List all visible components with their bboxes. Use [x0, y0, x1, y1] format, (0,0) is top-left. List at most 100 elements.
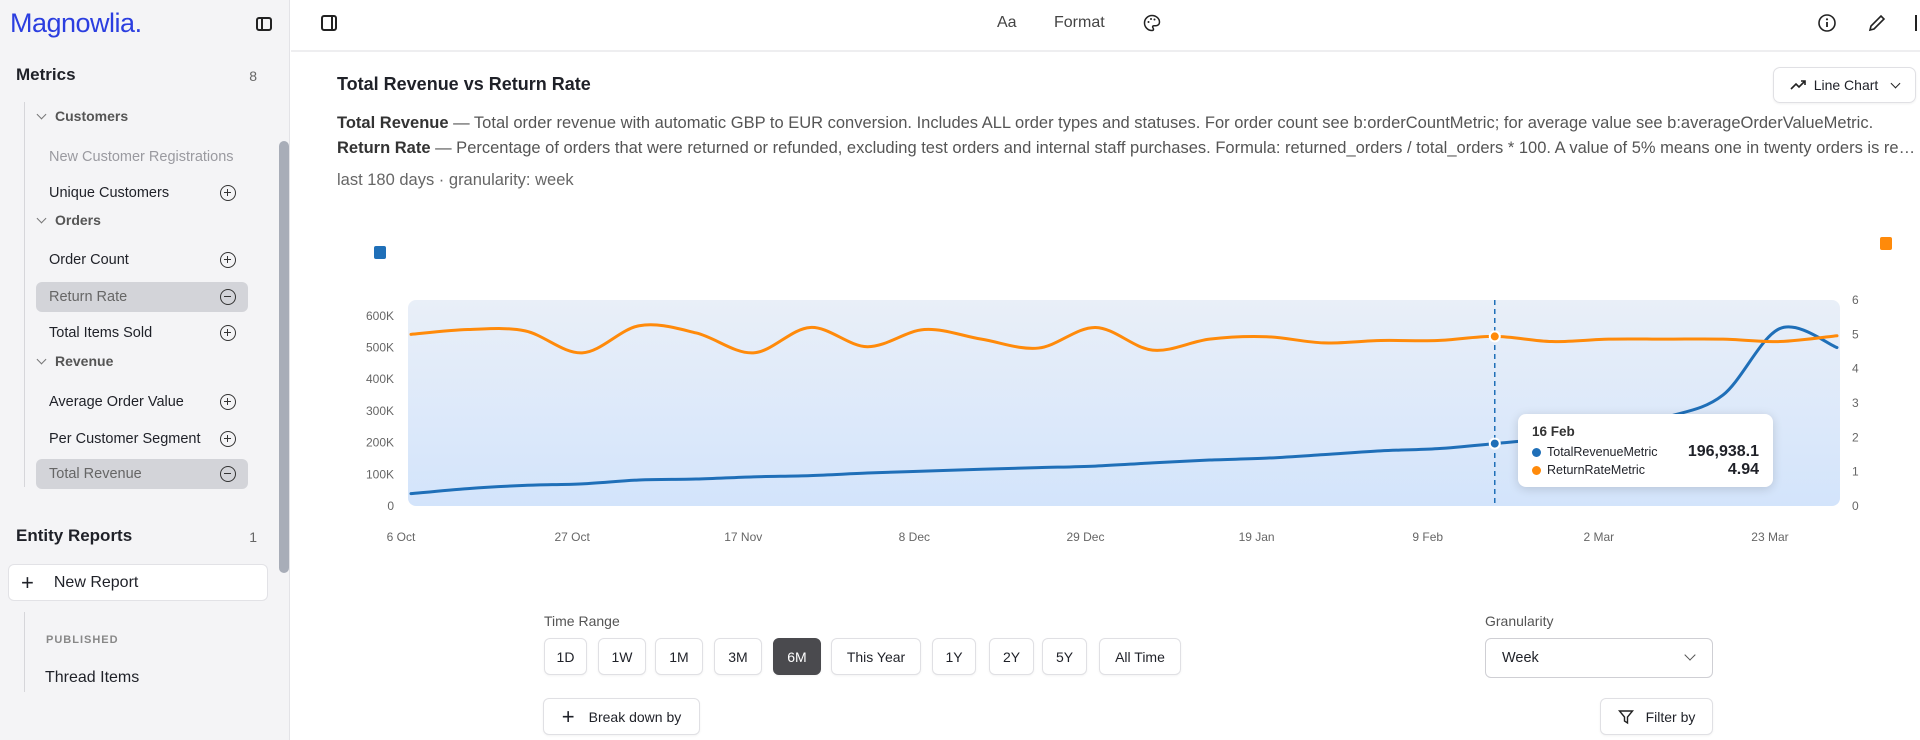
- tooltip-date: 16 Feb: [1532, 424, 1575, 439]
- add-circle-icon[interactable]: [220, 394, 236, 410]
- chart-tooltip: 16 Feb TotalRevenueMetric 196,938.1 Retur…: [1518, 414, 1773, 487]
- sidebar-item[interactable]: New Customer Registrations: [36, 142, 248, 172]
- palette-icon[interactable]: [1143, 14, 1161, 32]
- range-button-5y[interactable]: 5Y: [1042, 638, 1087, 675]
- tree-line: [24, 612, 25, 692]
- item-label: Total Items Sold: [49, 325, 153, 341]
- granularity-select[interactable]: Week: [1485, 638, 1713, 678]
- y-left-tick: 400K: [366, 372, 394, 386]
- range-button-all-time[interactable]: All Time: [1099, 638, 1181, 675]
- group-label: Customers: [55, 108, 129, 124]
- entity-reports-count: 1: [249, 529, 257, 545]
- group-revenue[interactable]: Revenue: [36, 353, 114, 369]
- new-report-label: New Report: [53, 573, 139, 591]
- filter-button[interactable]: Filter by: [1600, 698, 1713, 735]
- add-circle-icon[interactable]: [220, 185, 236, 201]
- range-button-this-year[interactable]: This Year: [831, 638, 921, 675]
- tooltip-value: 196,938.1: [1687, 443, 1759, 460]
- entity-reports-heading: Entity Reports: [16, 526, 133, 545]
- font-button[interactable]: Aa: [997, 14, 1017, 31]
- y-right-tick: 2: [1852, 430, 1859, 444]
- range-button-3m[interactable]: 3M: [714, 638, 762, 675]
- y-right-tick: 5: [1852, 327, 1859, 341]
- add-circle-icon[interactable]: [220, 325, 236, 341]
- sidebar-item[interactable]: Order Count: [36, 245, 248, 275]
- group-label: Orders: [55, 212, 101, 228]
- report-item[interactable]: Thread Items: [45, 669, 140, 686]
- y-left-tick: 300K: [366, 404, 394, 418]
- chart-panel: Total Revenue vs Return Rate Line Chart …: [291, 52, 1920, 740]
- series-dot: [1532, 447, 1541, 457]
- sidebar-item[interactable]: Total Revenue: [36, 459, 248, 489]
- range-button-6m[interactable]: 6M: [773, 638, 821, 675]
- group-orders[interactable]: Orders: [36, 212, 101, 228]
- format-button[interactable]: Format: [1054, 14, 1105, 31]
- item-label: Average Order Value: [49, 394, 184, 410]
- panel-toggle-icon[interactable]: [321, 15, 337, 31]
- y-left-tick: 600K: [366, 309, 394, 323]
- granularity-label: Granularity: [1485, 613, 1554, 629]
- y-right-tick: 1: [1852, 465, 1859, 479]
- break-down-button[interactable]: + Break down by: [543, 698, 700, 735]
- x-tick: 2 Mar: [1583, 530, 1614, 544]
- info-icon[interactable]: [1817, 13, 1837, 33]
- x-tick: 8 Dec: [899, 530, 930, 544]
- edit-pencil-icon[interactable]: [1867, 13, 1887, 33]
- range-button-1m[interactable]: 1M: [655, 638, 703, 675]
- plot-area: [408, 300, 1840, 506]
- chart-type-label: Line Chart: [1813, 77, 1879, 93]
- y-left-tick: 0: [387, 499, 394, 513]
- more-icon[interactable]: [1915, 15, 1917, 31]
- chevron-down-icon: [1684, 649, 1696, 661]
- sidebar-scrollbar[interactable]: [279, 141, 289, 573]
- plus-icon: +: [21, 569, 34, 595]
- item-label: New Customer Registrations: [49, 149, 234, 165]
- group-label: Revenue: [55, 353, 114, 369]
- item-label: Total Revenue: [49, 466, 142, 482]
- filter-label: Filter by: [1645, 708, 1696, 725]
- metrics-count: 8: [249, 68, 257, 84]
- chart-type-dropdown[interactable]: Line Chart: [1773, 67, 1916, 103]
- data-point[interactable]: [1488, 437, 1501, 450]
- range-button-1d[interactable]: 1D: [544, 638, 587, 675]
- granularity-value: Week: [1502, 650, 1539, 666]
- remove-circle-icon[interactable]: [220, 466, 236, 482]
- trend-icon: [1790, 80, 1806, 90]
- y-right-tick: 3: [1852, 396, 1859, 410]
- series-dot: [1532, 465, 1541, 475]
- tooltip-row: TotalRevenueMetric 196,938.1: [1532, 443, 1759, 461]
- item-label: Return Rate: [49, 289, 128, 305]
- data-point[interactable]: [1488, 330, 1501, 343]
- item-label: Unique Customers: [49, 185, 170, 201]
- y-left-tick: 500K: [366, 341, 394, 355]
- sidebar-item[interactable]: Return Rate: [36, 282, 248, 312]
- sidebar-item[interactable]: Unique Customers: [36, 178, 248, 208]
- remove-circle-icon[interactable]: [220, 289, 236, 305]
- sidebar-item[interactable]: Total Items Sold: [36, 318, 248, 348]
- line-chart: 0 100K 200K 300K 400K 500K 600K 0 1 2 3 4 5 6 6 Oct 27 …: [366, 237, 1892, 544]
- add-circle-icon[interactable]: [220, 252, 236, 268]
- legend-revenue-swatch[interactable]: [374, 246, 386, 259]
- x-tick: 17 Nov: [724, 530, 762, 544]
- range-button-1y[interactable]: 1Y: [932, 638, 976, 675]
- range-button-1w[interactable]: 1W: [598, 638, 646, 675]
- y-right-tick: 6: [1852, 293, 1859, 307]
- y-right-tick: 4: [1852, 362, 1859, 376]
- plus-icon: +: [561, 703, 575, 729]
- x-tick: 19 Jan: [1239, 530, 1275, 544]
- break-down-label: Break down by: [588, 708, 682, 725]
- series-line-ReturnRateMetric[interactable]: [409, 323, 1839, 355]
- new-report-button[interactable]: + New Report: [8, 564, 268, 601]
- sidebar-item[interactable]: Average Order Value: [36, 387, 248, 417]
- sidebar-item[interactable]: Per Customer Segment: [36, 424, 248, 454]
- filter-icon: [1617, 709, 1634, 724]
- range-button-2y[interactable]: 2Y: [989, 638, 1034, 675]
- add-circle-icon[interactable]: [220, 431, 236, 447]
- y-left-tick: 200K: [366, 436, 394, 450]
- legend-return-rate-swatch[interactable]: [1880, 237, 1892, 250]
- chart-title: Total Revenue vs Return Rate: [337, 74, 591, 94]
- x-tick: 23 Mar: [1751, 530, 1788, 544]
- sidebar-toggle-icon[interactable]: [256, 17, 272, 31]
- group-customers[interactable]: Customers: [36, 108, 129, 124]
- logo: Magnowlia.: [10, 8, 142, 38]
